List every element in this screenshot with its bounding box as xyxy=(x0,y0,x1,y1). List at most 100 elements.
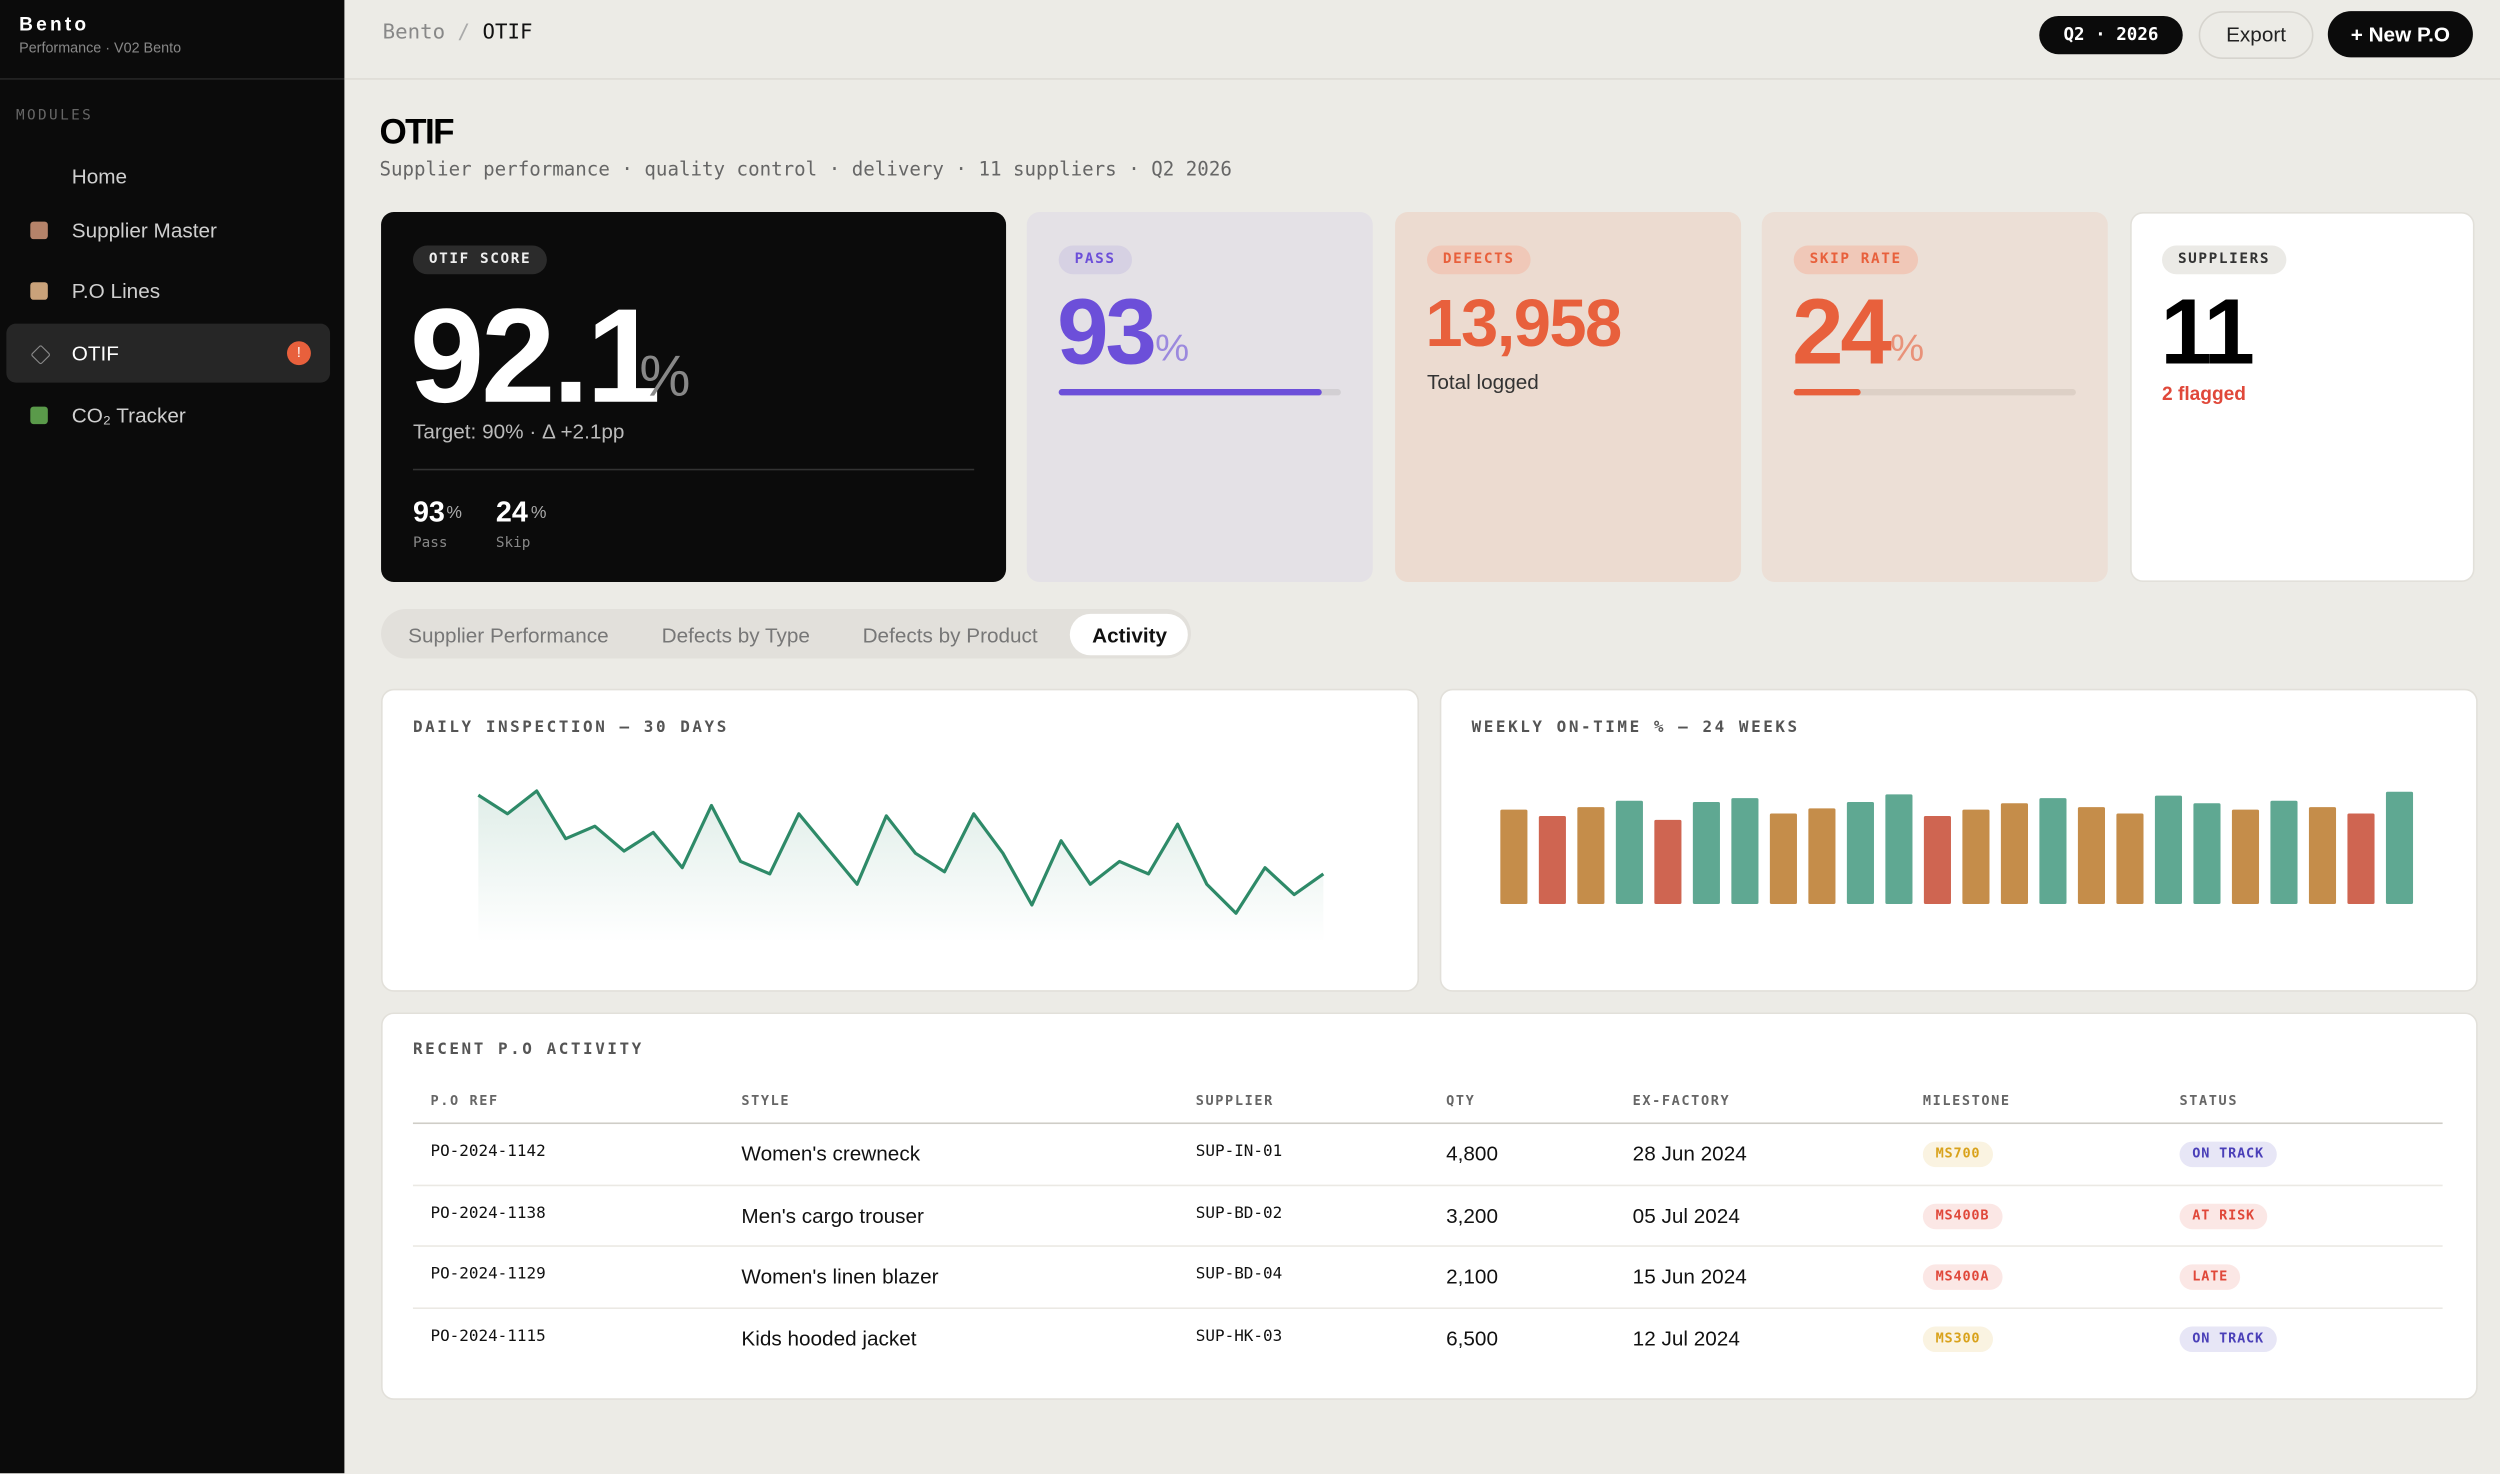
bar xyxy=(1846,801,1874,905)
bar xyxy=(1885,794,1913,905)
flagged-note: 2 flagged xyxy=(2162,382,2247,405)
table-cell: Men's cargo trouser xyxy=(741,1203,924,1228)
header-rule xyxy=(412,1122,2443,1125)
bar xyxy=(1923,816,1951,905)
milestone-tag: MS300 xyxy=(1922,1326,1994,1353)
table-cell: 4,800 xyxy=(1446,1141,1499,1166)
status-tag: ON TRACK xyxy=(2179,1141,2277,1168)
bar xyxy=(1731,798,1759,905)
bar xyxy=(1577,807,1605,905)
bar xyxy=(2270,800,2298,905)
period-pill[interactable]: Q2 · 2026 xyxy=(2039,15,2183,55)
status-tag: AT RISK xyxy=(2179,1203,2268,1229)
line-chart xyxy=(477,789,1325,943)
line-panel: DAILY INSPECTION — 30 DAYS xyxy=(381,688,1420,992)
table-cell: PO-2024-1142 xyxy=(430,1143,546,1161)
export-button[interactable]: Export xyxy=(2198,11,2314,59)
card-label: DEFECTS xyxy=(1426,245,1531,275)
nav-item[interactable]: Supplier Master xyxy=(6,201,330,260)
nav-item[interactable]: P.O Lines xyxy=(6,261,330,320)
nav-label: OTIF xyxy=(71,341,119,366)
unit: % xyxy=(1155,326,1190,370)
milestone-tag: MS700 xyxy=(1922,1141,1994,1168)
progress-track xyxy=(1793,389,2076,396)
chart-title: WEEKLY ON-TIME % — 24 WEEKS xyxy=(1471,719,1800,737)
table-cell: 2,100 xyxy=(1446,1264,1499,1289)
divider xyxy=(0,78,345,80)
bar xyxy=(1538,816,1566,905)
tab[interactable]: Defects by Type xyxy=(661,623,810,648)
page-title: OTIF xyxy=(379,111,454,152)
row-rule xyxy=(412,1184,2443,1186)
pass-card: PASS 93 % xyxy=(1026,212,1373,582)
skip-value: 24 xyxy=(1792,280,1892,385)
table-title: RECENT P.O ACTIVITY xyxy=(412,1041,644,1059)
card-label: OTIF SCORE xyxy=(412,245,548,275)
table-cell: SUP-IN-01 xyxy=(1195,1143,1283,1161)
bar xyxy=(1808,808,1836,905)
bar xyxy=(1692,801,1720,905)
active-tab-bg xyxy=(1069,613,1188,656)
table-cell: 15 Jun 2024 xyxy=(1632,1264,1747,1289)
card-label: SKIP RATE xyxy=(1793,245,1918,275)
tab[interactable]: Supplier Performance xyxy=(408,623,609,648)
table-cell: 28 Jun 2024 xyxy=(1632,1141,1747,1166)
progress-bar xyxy=(1793,389,1862,396)
bar xyxy=(2039,798,2067,905)
table-cell: PO-2024-1115 xyxy=(430,1328,546,1346)
section-label: MODULES xyxy=(15,108,94,125)
divider xyxy=(412,468,975,471)
bar xyxy=(1962,809,1990,905)
new-po-button[interactable]: + New P.O xyxy=(2327,11,2473,58)
crumb[interactable]: Bento xyxy=(382,20,446,45)
bar xyxy=(2193,803,2221,905)
crumb-sep: / xyxy=(457,20,471,45)
nav-label: P.O Lines xyxy=(71,279,161,303)
bar xyxy=(2231,809,2260,905)
bar xyxy=(2000,803,2028,905)
table-cell: Kids hooded jacket xyxy=(741,1326,917,1351)
breadcrumb: Bento / OTIF xyxy=(383,21,533,45)
row-rule xyxy=(412,1307,2443,1310)
chart-title: DAILY INSPECTION — 30 DAYS xyxy=(412,719,729,737)
bar xyxy=(2077,807,2106,905)
table-cell: PO-2024-1129 xyxy=(430,1266,546,1285)
progress-bar xyxy=(1058,389,1322,396)
suppliers-value: 11 xyxy=(2160,280,2255,385)
unit: % xyxy=(639,342,691,409)
page-subtitle: Supplier performance · quality control ·… xyxy=(379,157,1232,181)
table-cell: SUP-BD-02 xyxy=(1195,1204,1283,1223)
nav-icon xyxy=(30,282,48,300)
column-header: STYLE xyxy=(741,1093,791,1110)
table-cell: SUP-HK-03 xyxy=(1195,1328,1283,1346)
nav-item[interactable]: CO₂ Tracker xyxy=(6,386,330,445)
nav-icon xyxy=(30,221,48,240)
table-panel xyxy=(381,1012,2478,1400)
otif-value: 92.1 xyxy=(409,280,661,431)
mini-value: 24 xyxy=(495,495,528,528)
nav-label: Home xyxy=(71,164,128,189)
brand: Bento xyxy=(19,12,90,36)
card-label: PASS xyxy=(1058,245,1132,275)
table-cell: 05 Jul 2024 xyxy=(1632,1203,1740,1228)
column-header: QTY xyxy=(1446,1093,1476,1110)
otif-card: OTIF SCORE 92.1 % Target: 90% · Δ +2.1pp… xyxy=(381,212,1007,582)
unit: % xyxy=(1890,326,1925,370)
nav-item[interactable]: OTIF! xyxy=(6,323,331,383)
nav-label: Supplier Master xyxy=(71,218,217,243)
bar xyxy=(1654,819,1682,905)
unit: % xyxy=(446,503,463,523)
tab[interactable]: Defects by Product xyxy=(862,623,1038,648)
tab[interactable]: Activity xyxy=(1092,623,1168,648)
table-cell: 6,500 xyxy=(1446,1326,1499,1351)
milestone-tag: MS400A xyxy=(1922,1264,2003,1291)
table-cell: 12 Jul 2024 xyxy=(1632,1326,1740,1351)
nav-item[interactable]: Home xyxy=(6,147,330,206)
column-header: MILESTONE xyxy=(1922,1093,2011,1110)
column-header: EX-FACTORY xyxy=(1632,1093,1731,1110)
divider xyxy=(344,78,2500,80)
nav-icon xyxy=(30,406,48,425)
